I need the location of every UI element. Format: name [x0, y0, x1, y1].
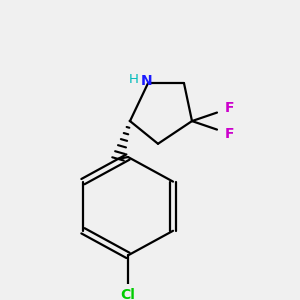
Text: H: H	[129, 73, 139, 86]
Text: N: N	[141, 74, 153, 88]
Text: Cl: Cl	[121, 288, 135, 300]
Text: F: F	[225, 101, 235, 115]
Text: F: F	[225, 127, 235, 141]
